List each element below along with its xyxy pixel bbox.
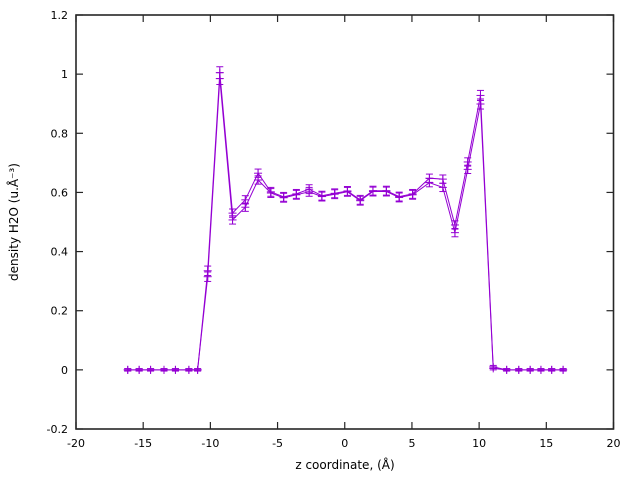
y-tick-label: 0 xyxy=(61,364,68,377)
data-point xyxy=(123,365,132,374)
data-point xyxy=(193,365,202,374)
data-point xyxy=(135,365,144,374)
connecting-line xyxy=(127,78,564,371)
x-tick-label: 5 xyxy=(408,437,415,450)
x-tick-label: -10 xyxy=(201,437,219,450)
y-tick-label: 1 xyxy=(61,68,68,81)
data-point xyxy=(317,191,326,202)
y-axis-label: density H2O (u.Å⁻³) xyxy=(6,163,21,281)
y-tick-label: 0.6 xyxy=(51,186,69,199)
data-point xyxy=(305,186,314,197)
data-point xyxy=(382,186,391,197)
data-point xyxy=(408,189,417,200)
x-tick-label: 10 xyxy=(472,437,486,450)
x-tick-label: -5 xyxy=(272,437,283,450)
data-point xyxy=(146,365,155,374)
series-density-h2o xyxy=(123,66,568,374)
data-point xyxy=(536,365,545,374)
y-tick-label: 0.8 xyxy=(51,127,69,140)
data-point xyxy=(356,195,365,206)
data-point xyxy=(203,271,212,282)
data-point xyxy=(463,164,472,175)
data-point xyxy=(438,174,447,184)
data-point xyxy=(438,182,447,193)
axes: -20 -15 -10 -5 0 5 10 15 20 -0.2 0 0.2 0.4 0.6 0.8 1 1.2 xyxy=(47,9,621,450)
data-point xyxy=(184,365,193,374)
x-tick-label: 0 xyxy=(341,437,348,450)
data-point xyxy=(228,215,237,225)
data-point xyxy=(330,189,339,200)
trace-a xyxy=(123,66,568,374)
data-point xyxy=(450,228,459,238)
data-point xyxy=(292,189,301,200)
data-point xyxy=(343,186,352,197)
data-point xyxy=(241,202,250,212)
x-tick-label: -15 xyxy=(134,437,152,450)
y-tick-label: 1.2 xyxy=(51,9,69,22)
data-point xyxy=(171,365,180,374)
connecting-line xyxy=(127,72,564,371)
data-point xyxy=(368,186,377,197)
data-point xyxy=(279,192,288,203)
data-point xyxy=(215,72,224,85)
x-tick-label: 20 xyxy=(607,437,621,450)
data-point xyxy=(254,175,263,185)
trace-b xyxy=(123,72,568,374)
data-point xyxy=(266,188,275,198)
plot-border xyxy=(75,14,615,430)
data-point xyxy=(559,365,568,374)
data-point xyxy=(476,98,485,110)
data-point xyxy=(425,178,434,188)
data-point xyxy=(489,364,498,373)
x-axis-label: z coordinate, (Å) xyxy=(295,457,394,472)
data-point xyxy=(514,365,523,374)
data-point xyxy=(395,192,404,203)
y-tick-label: -0.2 xyxy=(47,423,68,436)
data-point xyxy=(502,365,511,374)
x-tick-label: -20 xyxy=(67,437,85,450)
data-point xyxy=(160,365,169,374)
data-point xyxy=(526,365,535,374)
y-tick-label: 0.4 xyxy=(51,246,69,259)
data-point xyxy=(547,365,556,374)
y-tick-label: 0.2 xyxy=(51,305,69,318)
x-tick-label: 15 xyxy=(539,437,553,450)
